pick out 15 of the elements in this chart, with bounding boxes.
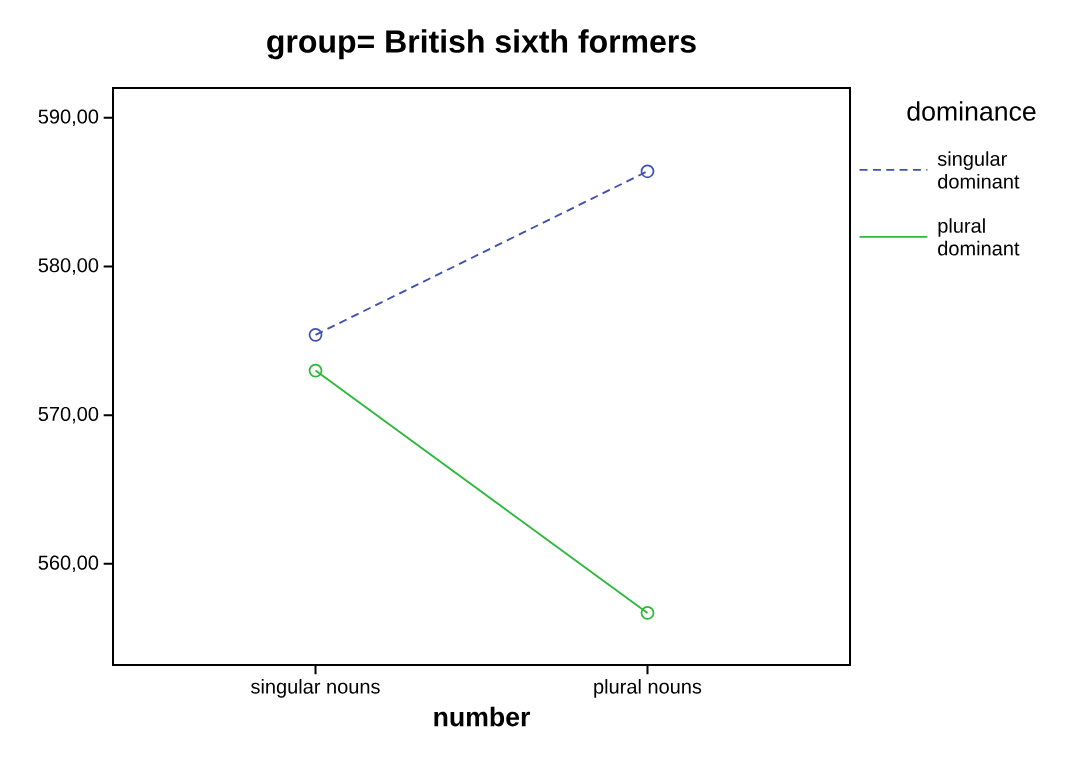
x-tick-label: singular nouns: [251, 679, 380, 698]
x-axis-title: number: [434, 706, 530, 727]
x-tick-label: plural nouns: [594, 679, 702, 698]
point: [640, 606, 655, 620]
point: [308, 327, 323, 342]
legend-label: singular dominant: [937, 151, 1020, 189]
legend-title: dominance: [907, 101, 1036, 121]
y-tick-label: 580,00: [38, 258, 99, 275]
y-tick-label: 560,00: [38, 555, 99, 573]
chart-title: group= British sixth formers: [267, 29, 696, 60]
point: [640, 164, 655, 179]
legend-label: plural dominant: [938, 218, 1020, 256]
point: [308, 363, 323, 378]
y-tick-label: 590,00: [38, 109, 99, 126]
y-tick-label: 570,00: [38, 406, 99, 424]
